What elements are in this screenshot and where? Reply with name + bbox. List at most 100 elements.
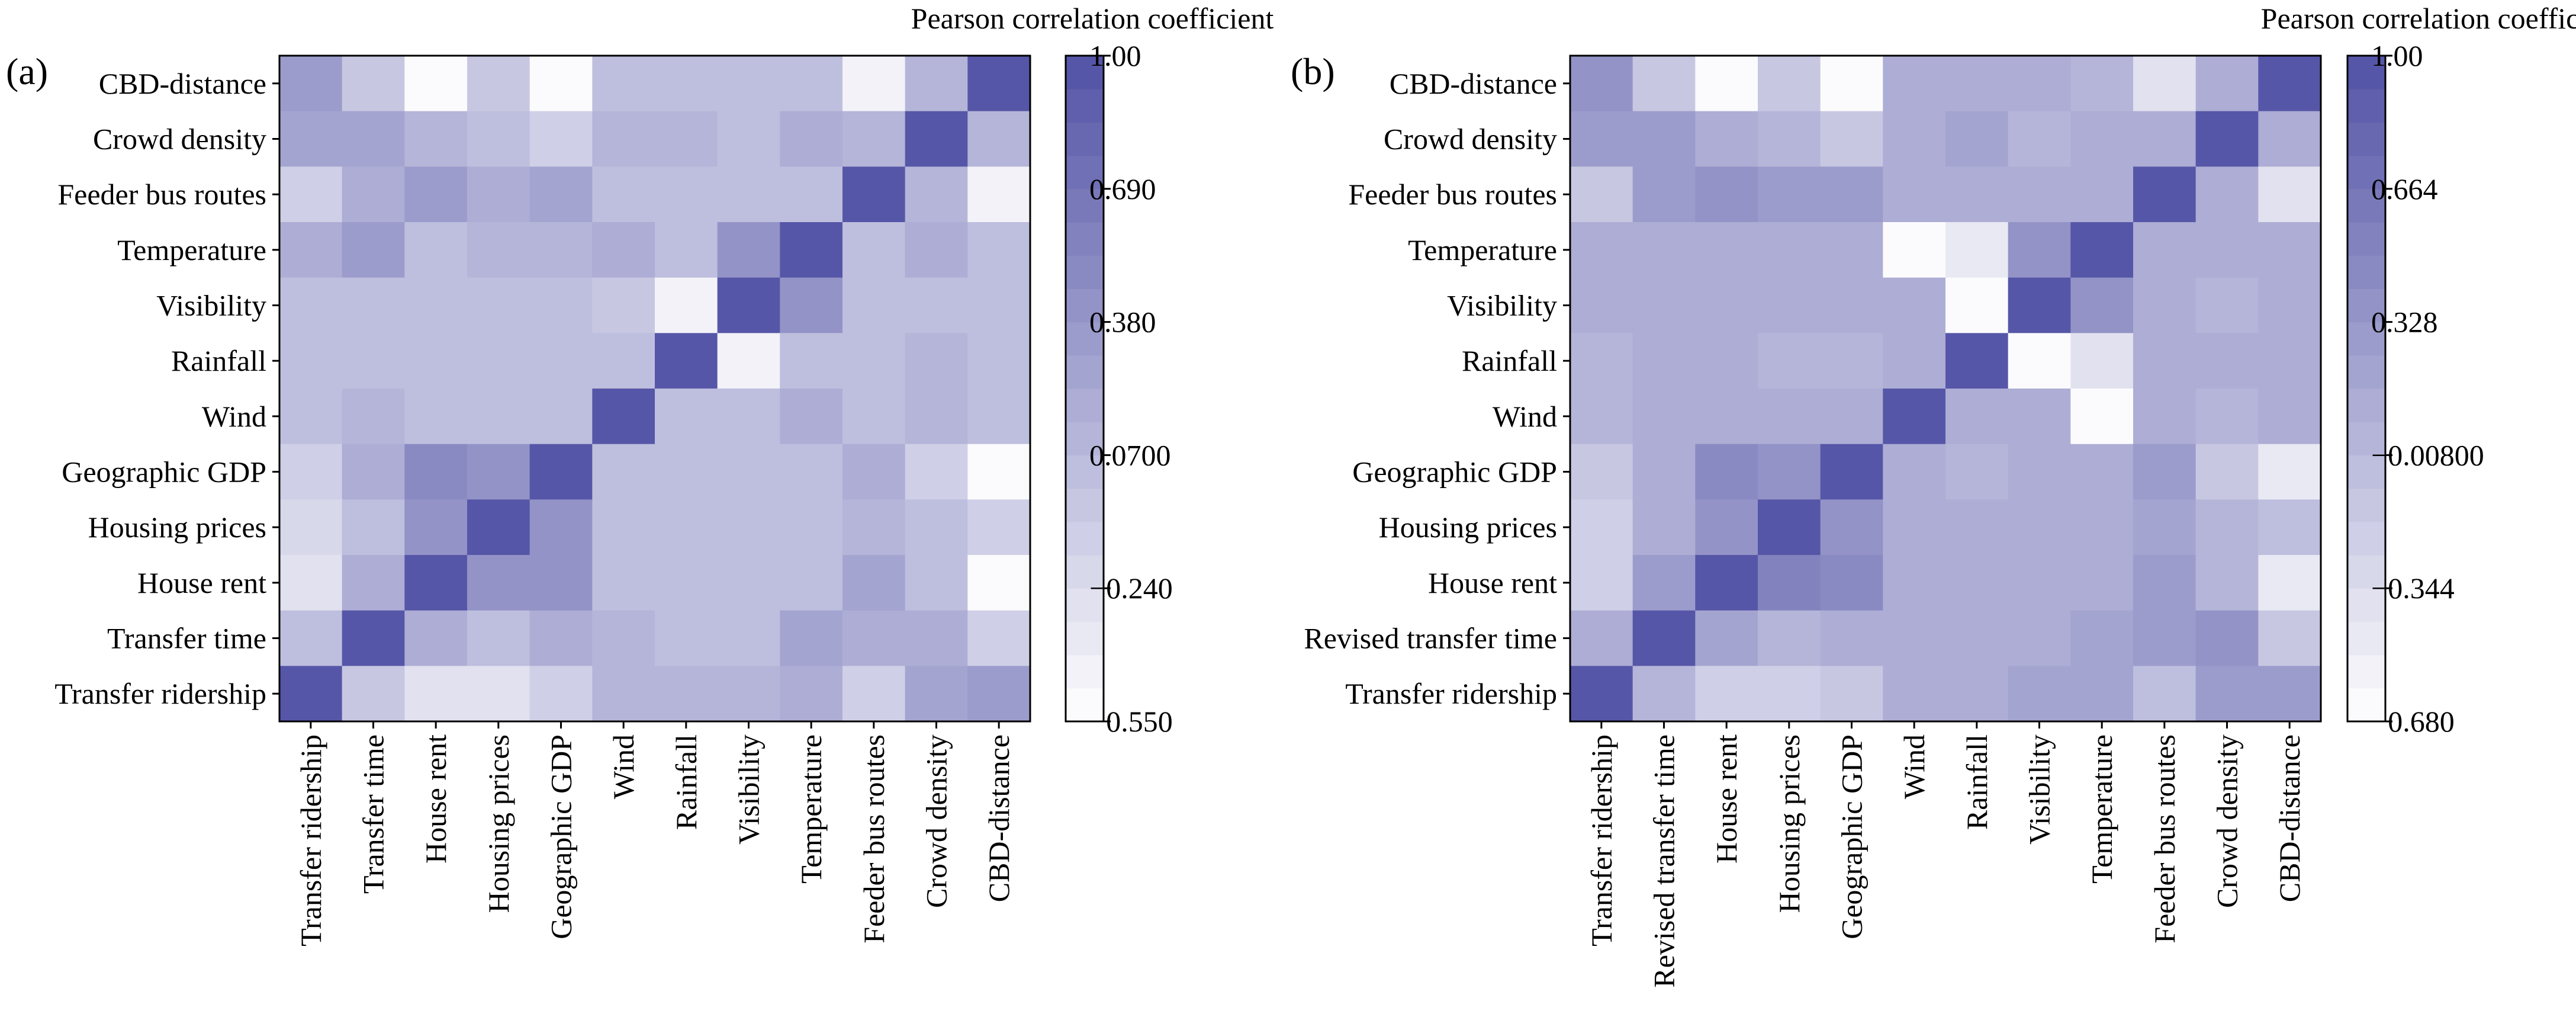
heatmap-cell — [2258, 499, 2321, 556]
heatmap-cell — [1570, 111, 1633, 167]
heatmap-cell — [1758, 111, 1821, 167]
heatmap-cell — [1695, 333, 1758, 389]
heatmap-cell — [1883, 56, 1946, 112]
heatmap-cell — [2070, 56, 2134, 112]
colorbar-tick-label: −0.344 — [2371, 572, 2455, 605]
colorbar-segment — [2347, 122, 2385, 156]
colorbar-segment — [1066, 389, 1104, 422]
heatmap-cell — [2258, 111, 2321, 167]
heatmap-cell — [967, 444, 1031, 500]
heatmap-cell — [2070, 389, 2134, 445]
colorbar-segment — [1066, 621, 1104, 656]
heatmap-cell — [2258, 444, 2321, 500]
heatmap-cell — [404, 444, 468, 500]
colorbar-segment — [1066, 355, 1104, 389]
panel-label: (b) — [1291, 50, 1335, 92]
heatmap-cell — [529, 610, 593, 666]
heatmap-cell — [1883, 333, 1946, 389]
plot-frame — [1569, 54, 2322, 723]
y-tick-label: Housing prices — [1379, 511, 1557, 544]
heatmap-cell — [842, 610, 906, 666]
x-tick-label: Transfer ridership — [294, 734, 327, 946]
heatmap-cell — [2133, 333, 2196, 389]
y-tick-label: Wind — [202, 400, 266, 433]
heatmap-cell — [529, 389, 593, 445]
heatmap-cell — [1632, 389, 1696, 445]
colorbar-title: Pearson correlation coefficient — [2261, 2, 2576, 35]
y-tick-label: Transfer time — [107, 622, 266, 655]
heatmap-cell — [717, 610, 780, 666]
heatmap-cell — [2195, 166, 2259, 223]
colorbar-segment — [2347, 455, 2385, 489]
heatmap-cell — [1570, 222, 1633, 278]
heatmap-cell — [1695, 499, 1758, 556]
heatmap-cell — [2195, 555, 2259, 611]
heatmap-cell — [404, 666, 468, 722]
heatmap-cell — [1758, 444, 1821, 500]
heatmap-cell — [967, 555, 1031, 611]
heatmap-cell — [1695, 444, 1758, 500]
heatmap-cell — [1758, 56, 1821, 112]
heatmap-cell — [2195, 610, 2259, 666]
heatmap-cell — [967, 610, 1031, 666]
heatmap-cell — [905, 222, 968, 278]
colorbar-segment — [1066, 521, 1104, 556]
colorbar-tick-label: 0.0700 — [1089, 438, 1171, 471]
plot-frame — [278, 54, 1031, 723]
heatmap-cell — [1883, 389, 1946, 445]
heatmap-cell — [1758, 333, 1821, 389]
heatmap-cell — [592, 444, 655, 500]
heatmap-cell — [1570, 277, 1633, 333]
x-tick-label: Rainfall — [1960, 734, 1993, 830]
x-tick-label: Housing prices — [1773, 734, 1806, 913]
colorbar-segment — [2347, 621, 2385, 656]
heatmap-cell — [1883, 666, 1946, 722]
heatmap-cell — [342, 277, 405, 333]
heatmap-cell — [2258, 56, 2321, 112]
heatmap-cell — [2258, 333, 2321, 389]
heatmap-cell — [1570, 444, 1633, 500]
heatmap-cell — [2195, 222, 2259, 278]
colorbar-segment — [1066, 688, 1104, 722]
heatmap-cell — [717, 166, 780, 223]
heatmap-cell — [780, 166, 843, 223]
heatmap-cell — [1632, 222, 1696, 278]
heatmap-cell — [279, 555, 343, 611]
colorbar-tick-label: 0.690 — [1089, 172, 1156, 206]
heatmap-cell — [342, 166, 405, 223]
heatmap-cell — [1758, 666, 1821, 722]
colorbar-segment — [2347, 389, 2385, 422]
heatmap-cell — [529, 499, 593, 556]
heatmap-cell — [1945, 56, 2009, 112]
heatmap-cells — [279, 56, 1031, 722]
heatmap-cell — [842, 166, 906, 223]
colorbar-segment — [2347, 322, 2385, 356]
colorbar-segment — [2347, 89, 2385, 123]
heatmap-cell — [1758, 610, 1821, 666]
heatmap-cell — [905, 111, 968, 167]
heatmap-cell — [655, 277, 718, 333]
heatmap-cell — [905, 499, 968, 556]
heatmap-cell — [780, 277, 843, 333]
heatmap-cell — [2070, 222, 2134, 278]
heatmap-cell — [2008, 610, 2071, 666]
heatmap-cell — [1695, 277, 1758, 333]
heatmap-cell — [2070, 166, 2134, 223]
x-tick-label: Housing prices — [482, 734, 515, 913]
colorbar-tick-label: 0.328 — [2371, 306, 2438, 339]
heatmap-cell — [467, 277, 530, 333]
heatmap-cell — [1883, 111, 1946, 167]
heatmap-cell — [2008, 555, 2071, 611]
colorbar-segment — [1066, 188, 1104, 223]
y-tick-label: Temperature — [1408, 233, 1557, 267]
heatmap-cell — [2258, 666, 2321, 722]
heatmap-cell — [404, 111, 468, 167]
heatmap-cell — [905, 389, 968, 445]
heatmap-cell — [2008, 56, 2071, 112]
heatmap-cell — [780, 333, 843, 389]
heatmap-cell — [279, 499, 343, 556]
heatmap-cell — [1820, 56, 1883, 112]
y-tick-label: Transfer ridership — [1345, 677, 1557, 710]
heatmap-cell — [1695, 610, 1758, 666]
heatmap-cell — [1883, 610, 1946, 666]
